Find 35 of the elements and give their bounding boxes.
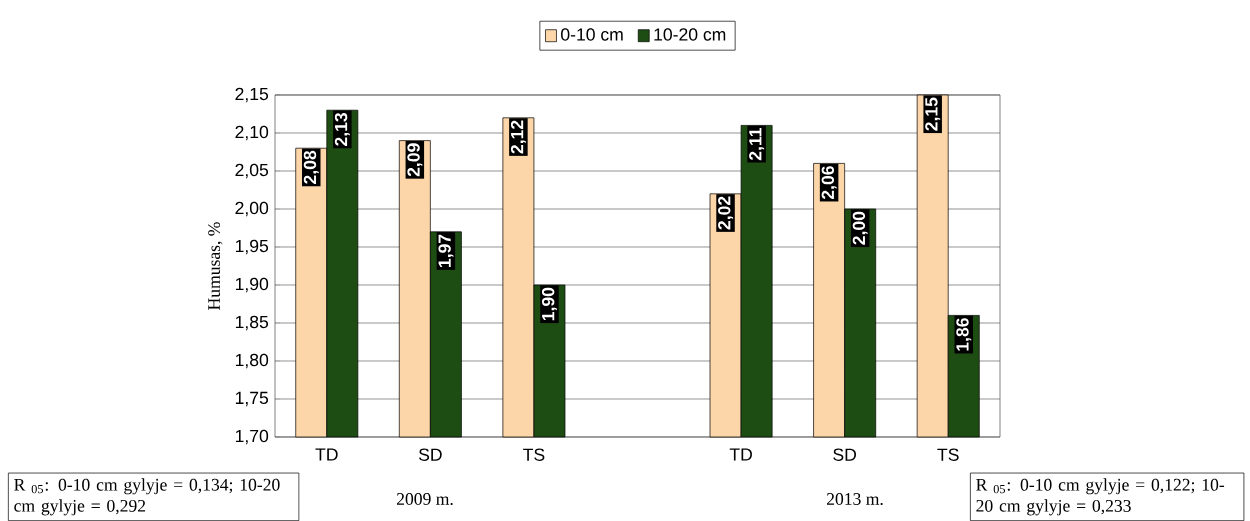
x-tick-label: SD <box>418 448 442 461</box>
data-label: 1,86 <box>956 318 972 351</box>
y-tick-label: 1,80 <box>235 353 269 369</box>
x-tick-label: TS <box>523 448 545 461</box>
x-tick-label: SD <box>833 448 857 461</box>
data-label: 2,08 <box>303 150 319 184</box>
data-label: 1,97 <box>438 234 454 268</box>
y-tick-label: 2,15 <box>235 87 269 103</box>
y-tick-label: 2,00 <box>235 201 269 217</box>
y-tick-label: 1,90 <box>235 277 269 293</box>
data-label: 2,11 <box>749 127 765 161</box>
x-tick-label: TD <box>729 448 752 461</box>
data-label: 2,12 <box>510 120 526 154</box>
y-tick-label: 1,70 <box>235 429 269 445</box>
y-tick-label: 1,85 <box>235 315 269 331</box>
text: 2009 m. <box>396 493 453 505</box>
text: 2013 m. <box>826 493 883 505</box>
data-label: 2,00 <box>852 211 868 245</box>
data-label: 2,02 <box>718 196 734 230</box>
y-tick-label: 1,95 <box>235 239 269 255</box>
data-label: 2,15 <box>925 97 941 131</box>
y-tick-label: 1,75 <box>235 391 269 407</box>
y-axis-title: Humusas, % <box>208 222 223 310</box>
legend-label: 10-20 cm <box>654 28 726 41</box>
y-tick-label: 2,05 <box>235 163 269 179</box>
text: R $_{05}$: 0-10 cm gylyje = 0,134; 10-20 cm gylyje = 0,292 <box>14 478 280 516</box>
text: R $_{05}$: 0-10 cm gylyje = 0,122; 10-20 cm gylyje = 0,233 <box>976 478 1225 516</box>
data-label: 2,06 <box>821 166 837 200</box>
x-tick-label: TD <box>315 448 338 461</box>
data-label: 2,13 <box>334 112 350 146</box>
y-tick-label: 2,10 <box>235 125 269 141</box>
x-tick-label: TS <box>937 448 959 461</box>
legend-label: 0-10 cm <box>561 28 623 41</box>
data-label: 2,09 <box>407 143 423 177</box>
data-label: 1,90 <box>541 287 557 321</box>
